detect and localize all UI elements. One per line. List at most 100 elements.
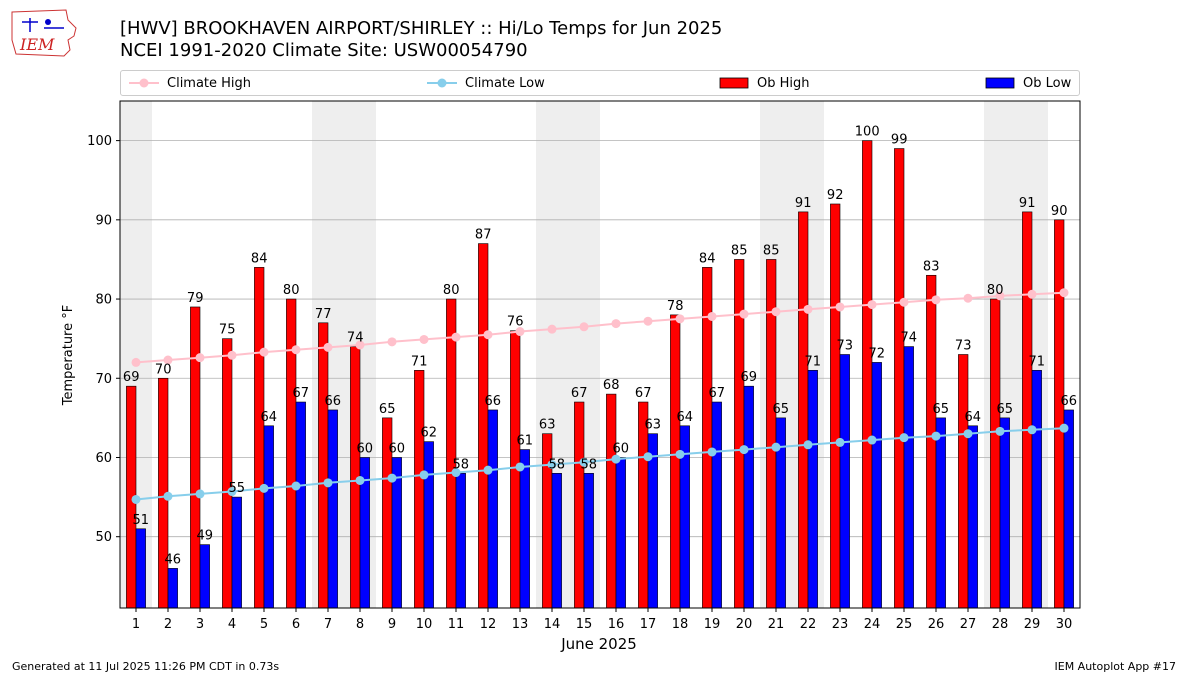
x-tick-label-15: 15 — [576, 617, 593, 632]
ob-low-bar-day-23 — [839, 354, 850, 609]
ob-low-bar-day-7 — [327, 409, 338, 609]
climate-lines — [131, 288, 1069, 504]
ob-high-bar-day-13 — [510, 330, 521, 609]
climate-low-point-day-20 — [739, 445, 749, 455]
ob-low-bar-day-27 — [967, 425, 978, 609]
x-tick-label-2: 2 — [164, 617, 172, 632]
ob-high-bar-day-18 — [670, 314, 681, 609]
ob-high-value-label-day-7: 77 — [315, 307, 332, 322]
ob-high-value-label-day-19: 84 — [699, 251, 716, 266]
logo-text: IEM — [19, 35, 55, 54]
y-tick-label-50: 50 — [95, 530, 112, 545]
climate-low-point-day-12 — [483, 465, 493, 475]
ob-low-value-label-day-3: 49 — [197, 529, 214, 544]
climate-low-point-day-29 — [1027, 425, 1037, 435]
ob-low-value-label-day-22: 71 — [805, 354, 822, 369]
x-tick-label-6: 6 — [292, 617, 300, 632]
ob-high-value-label-day-29: 91 — [1019, 196, 1036, 211]
climate-low-point-day-22 — [803, 440, 813, 450]
ob-high-bar-day-19 — [702, 267, 713, 609]
x-axis-label: June 2025 — [560, 635, 637, 653]
ob-high-bar-day-17 — [638, 401, 649, 609]
legend-item-ob-low: Ob Low — [985, 71, 1071, 95]
climate-low-point-day-2 — [163, 491, 173, 501]
weekend-shade-day-7 — [312, 101, 344, 608]
ob-low-bar-day-6 — [295, 401, 306, 609]
weekend-shade-day-14 — [536, 101, 568, 608]
ob-high-bar-day-15 — [574, 401, 585, 609]
y-axis-label: Temperature °F — [61, 305, 76, 406]
x-tick-label-10: 10 — [416, 617, 433, 632]
weekend-shade-day-8 — [344, 101, 376, 608]
x-tick-label-17: 17 — [640, 617, 657, 632]
ob-low-value-label-day-9: 60 — [389, 441, 406, 456]
climate-low-point-day-26 — [931, 431, 941, 441]
x-tick-label-1: 1 — [132, 617, 140, 632]
climate-low-point-day-1 — [131, 494, 141, 504]
ob-low-value-label-day-6: 67 — [293, 386, 310, 401]
climate-high-point-day-19 — [707, 311, 717, 321]
y-tick-label-70: 70 — [95, 372, 112, 387]
x-tick-label-18: 18 — [672, 617, 689, 632]
x-tick-label-9: 9 — [388, 617, 396, 632]
climate-high-point-day-30 — [1059, 288, 1069, 298]
x-tick-label-14: 14 — [544, 617, 561, 632]
ob-high-bar-day-28 — [990, 298, 1001, 609]
ob-low-value-label-day-20: 69 — [741, 370, 758, 385]
climate-high-point-day-7 — [323, 342, 333, 352]
climate-low-point-day-8 — [355, 475, 365, 485]
ob-low-value-label-day-15: 58 — [581, 457, 598, 472]
climate-low-point-day-28 — [995, 426, 1005, 436]
climate-high-point-day-17 — [643, 316, 653, 326]
ob-low-value-label-day-27: 64 — [965, 410, 982, 425]
climate-high-point-day-26 — [931, 295, 941, 305]
climate-high-point-day-22 — [803, 304, 813, 314]
ob-high-value-label-day-16: 68 — [603, 378, 620, 393]
ob-low-bar-day-14 — [551, 473, 562, 609]
ob-high-value-label-day-15: 67 — [571, 386, 588, 401]
weekend-shade-day-15 — [568, 101, 600, 608]
ob-low-bar-day-29 — [1031, 370, 1042, 609]
climate-high-point-day-2 — [163, 355, 173, 365]
ob-low-bar-day-10 — [423, 441, 434, 609]
climate-low-point-day-6 — [291, 481, 301, 491]
climate-high-point-day-21 — [771, 307, 781, 317]
ob-high-value-label-day-21: 85 — [763, 243, 780, 258]
ob-low-bar-day-3 — [199, 544, 210, 609]
ob-low-value-label-day-16: 60 — [613, 441, 630, 456]
ob-high-bar-day-20 — [734, 259, 745, 609]
ob-high-bar-day-25 — [894, 148, 905, 609]
ob-high-bar-day-6 — [286, 298, 297, 609]
ob-low-bar-day-8 — [359, 457, 370, 609]
ob-low-bar-day-16 — [615, 457, 626, 609]
climate-high-point-day-14 — [547, 324, 557, 334]
ob-low-bar-day-30 — [1063, 409, 1074, 609]
ob-low-value-label-day-21: 65 — [773, 402, 790, 417]
climate-high-point-day-5 — [259, 347, 269, 357]
ob-high-bar-day-8 — [350, 346, 361, 609]
legend-item-climate-high: Climate High — [129, 71, 251, 95]
climate-low-point-day-30 — [1059, 423, 1069, 433]
ob-high-value-label-day-10: 71 — [411, 354, 428, 369]
weekend-shade-day-21 — [760, 101, 792, 608]
ob-low-value-label-day-10: 62 — [421, 426, 438, 441]
x-tick-label-11: 11 — [448, 617, 465, 632]
ob-low-value-label-day-12: 66 — [485, 394, 502, 409]
weekend-shading — [120, 101, 1048, 608]
x-tick-label-28: 28 — [992, 617, 1009, 632]
weekend-shade-day-22 — [792, 101, 824, 608]
climate-high-point-day-11 — [451, 332, 461, 342]
climate-low-point-day-14 — [547, 460, 557, 470]
ob-high-value-label-day-4: 75 — [219, 323, 236, 338]
ob-low-bar-day-25 — [903, 346, 914, 609]
ob-low-value-label-day-2: 46 — [165, 552, 182, 567]
ob-low-value-label-day-18: 64 — [677, 410, 694, 425]
ob-high-bar-day-29 — [1022, 211, 1033, 609]
y-tick-label-90: 90 — [95, 213, 112, 228]
ob-low-bar-day-1 — [135, 528, 146, 609]
ob-low-value-label-day-29: 71 — [1029, 354, 1046, 369]
legend-item-ob-high: Ob High — [719, 71, 810, 95]
climate-low-point-day-27 — [963, 429, 973, 439]
climate-high-point-day-8 — [355, 340, 365, 350]
x-tick-label-29: 29 — [1024, 617, 1041, 632]
